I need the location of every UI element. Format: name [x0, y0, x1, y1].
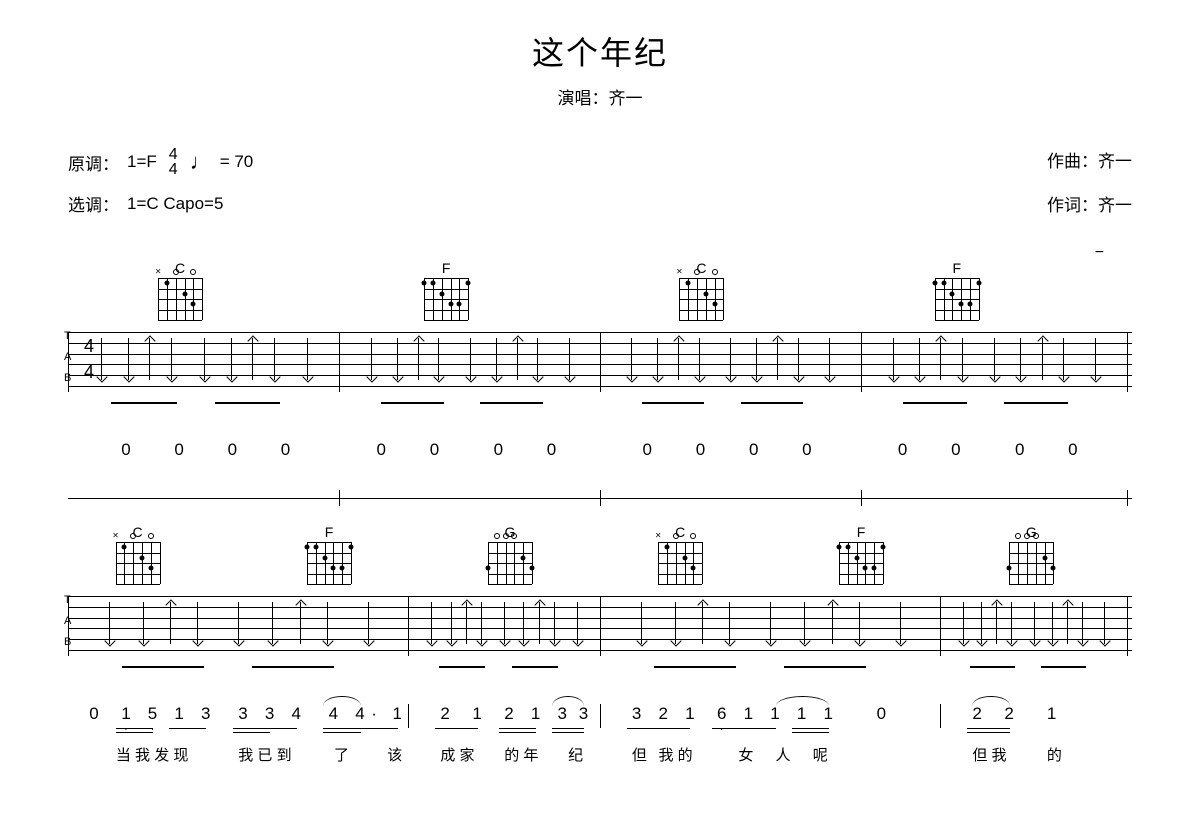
jianpu-note: 0	[1068, 440, 1077, 460]
lyric: 当 我 发 现	[116, 744, 189, 765]
lyric: 我 的	[659, 744, 693, 765]
chord-diagram: C×	[674, 260, 728, 320]
lyric: 了	[334, 744, 349, 765]
meta-row-2: 选调： 1=C Capo=5 作词：齐一	[0, 191, 1200, 216]
lyric: 女	[738, 744, 753, 765]
tie	[776, 696, 829, 706]
number-row-2: 01·5·1333444·12121333216·11110221	[68, 704, 1132, 744]
chord-diagram: F	[930, 260, 984, 320]
jianpu-note: 1	[531, 704, 540, 724]
jianpu-note: 0	[1015, 440, 1024, 460]
quarter-note-icon: ♩	[190, 149, 212, 175]
beam-row-1	[68, 394, 1132, 420]
chord-diagram: F	[834, 524, 888, 584]
original-key-label: 原调：	[68, 150, 119, 175]
jianpu-note: 1	[472, 704, 481, 724]
tab-staff-2: T A B	[68, 596, 1132, 656]
lyric: 纪	[568, 744, 583, 765]
jianpu-note: 1	[1047, 704, 1056, 724]
lyric: 但 我	[972, 744, 1006, 765]
lyricist: 作词：齐一	[1047, 191, 1132, 216]
jianpu-note: 5·	[148, 704, 157, 724]
jianpu-note: 1	[393, 704, 402, 724]
lyric: 呢	[813, 744, 828, 765]
jianpu-note: 0	[802, 440, 811, 460]
lyric: 该	[387, 744, 402, 765]
jianpu-note: 1	[823, 704, 832, 724]
jianpu-note: 0	[228, 440, 237, 460]
jianpu-note: 3	[238, 704, 247, 724]
jianpu-note: 0	[696, 440, 705, 460]
tie	[552, 696, 584, 706]
chord-diagram: C×	[653, 524, 707, 584]
chord-diagram: C×	[153, 260, 207, 320]
jianpu-note: 0	[121, 440, 130, 460]
meta-row-1: 原调： 1=F 4 4 ♩ = 70 作曲：齐一	[0, 147, 1200, 177]
beam-row-2	[68, 658, 1132, 684]
lyric: 的	[1047, 744, 1062, 765]
jianpu-note: 3	[265, 704, 274, 724]
tab-section-2: C×FGC×FG T A B 01·5·1333444·12121333216·…	[68, 524, 1132, 768]
selected-key: 选调： 1=C Capo=5	[68, 191, 223, 216]
jianpu-note: 1	[744, 704, 753, 724]
jianpu-note: 3	[557, 704, 566, 724]
jianpu-note: 0	[951, 440, 960, 460]
song-title: 这个年纪	[0, 28, 1200, 74]
jianpu-note: 3	[632, 704, 641, 724]
tie	[323, 696, 360, 706]
jianpu-note: 1	[797, 704, 806, 724]
lyric: 的 年	[504, 744, 538, 765]
tab-staff-1: T A B 4 4 −	[68, 332, 1132, 392]
chord-row-2: C× F G C× F G	[68, 524, 1132, 596]
jianpu-note: 0	[377, 440, 386, 460]
time-signature: 4 4	[169, 147, 178, 177]
tie	[972, 696, 1009, 706]
jianpu-note: 0	[898, 440, 907, 460]
chord-diagram: C×	[111, 524, 165, 584]
chord-diagram: F	[419, 260, 473, 320]
header: 这个年纪 演唱：齐一	[0, 0, 1200, 109]
tab-section-1: C× F C× F T A B 4 4 − 0 0 0 0 0 0 0 0 0 0 0 0 0 0 0 0	[68, 260, 1132, 480]
jianpu-note: 0	[430, 440, 439, 460]
chord-row-1: C× F C× F	[68, 260, 1132, 332]
tempo: = 70	[220, 152, 254, 172]
original-key: 原调： 1=F 4 4 ♩ = 70	[68, 147, 253, 177]
lyric: 人	[776, 744, 791, 765]
lyric: 成 家	[440, 744, 474, 765]
lyric: 但	[632, 744, 647, 765]
jianpu-note: 2	[972, 704, 981, 724]
performer: 演唱：齐一	[0, 84, 1200, 109]
jianpu-note: 1·	[121, 704, 130, 724]
jianpu-note: 1	[770, 704, 779, 724]
chord-diagram: G	[1004, 524, 1058, 584]
jianpu-note: 2	[440, 704, 449, 724]
jianpu-note: 3	[201, 704, 210, 724]
jianpu-note: 0	[281, 440, 290, 460]
lyric: 我 已 到	[238, 744, 291, 765]
original-key-value: 1=F	[127, 152, 157, 172]
number-row-1: 0 0 0 0 0 0 0 0 0 0 0 0 0 0 0 0	[68, 440, 1132, 480]
jianpu-note: 0	[749, 440, 758, 460]
jianpu-note: 0	[643, 440, 652, 460]
jianpu-note: ·	[371, 704, 377, 724]
jianpu-note: 2	[1004, 704, 1013, 724]
composer: 作曲：齐一	[1047, 147, 1132, 177]
jianpu-note: 0	[174, 440, 183, 460]
jianpu-note: 2	[504, 704, 513, 724]
jianpu-note: 0	[89, 704, 98, 724]
chord-diagram: G	[483, 524, 537, 584]
lyric-row-2: 当 我 发 现 我 已 到 了 该 成 家 的 年 纪 但我 的 女 人 呢 但 我 的	[68, 744, 1132, 768]
jianpu-note: 1	[174, 704, 183, 724]
jianpu-note: 3	[579, 704, 588, 724]
jianpu-note: 0	[547, 440, 556, 460]
jianpu-note: 0	[494, 440, 503, 460]
jianpu-note: 4	[355, 704, 364, 724]
jianpu-note: 6·	[717, 704, 726, 724]
jianpu-note: 2	[659, 704, 668, 724]
chord-diagram: F	[302, 524, 356, 584]
jianpu-note: 4	[329, 704, 338, 724]
jianpu-note: 0	[877, 704, 886, 724]
jianpu-note: 1	[685, 704, 694, 724]
jianpu-note: 4	[291, 704, 300, 724]
